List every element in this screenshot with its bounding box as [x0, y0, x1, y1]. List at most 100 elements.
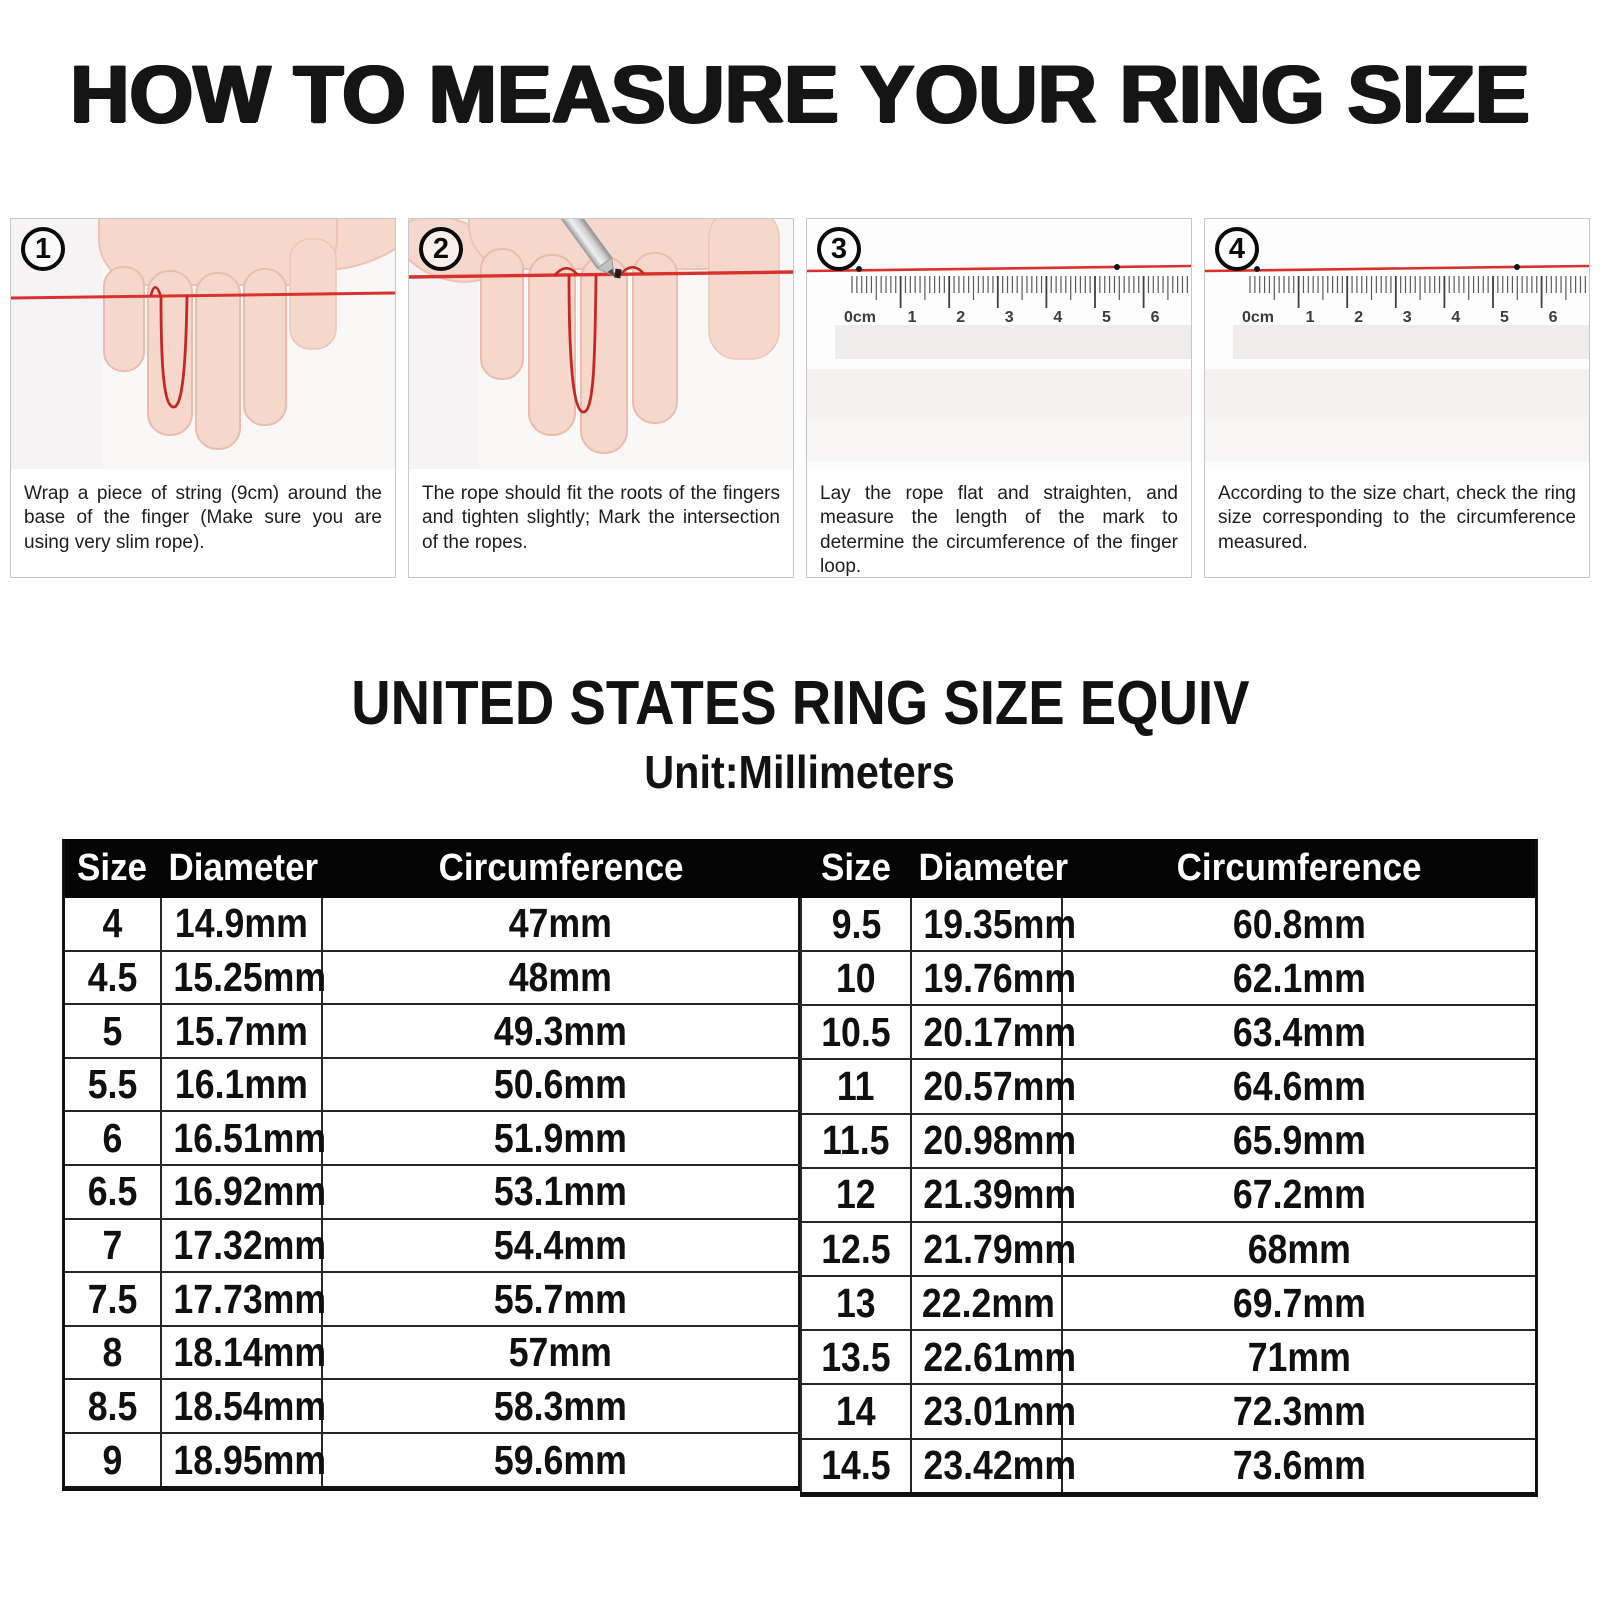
- circumference-cell: 48mm: [321, 949, 800, 1006]
- size-cell: 13: [799, 1275, 913, 1332]
- marker-pen-icon: [528, 219, 615, 277]
- table-row: 7 17.32mm 54.4mm: [62, 1217, 800, 1274]
- size-cell: 13.5: [799, 1329, 913, 1386]
- step-4-caption: According to the size chart, check the r…: [1218, 483, 1576, 553]
- circumference-cell: 72.3mm: [1061, 1383, 1538, 1440]
- table-row: 4 14.9mm 47mm: [62, 896, 800, 952]
- col-header-size: Size: [799, 839, 913, 898]
- circumference-cell: 68mm: [1061, 1220, 1538, 1278]
- hand-with-pen-illustration: [409, 219, 793, 469]
- circumference-cell: 47mm: [321, 896, 800, 952]
- table-row: 4.5 15.25mm 48mm: [62, 949, 800, 1006]
- size-cell: 9: [62, 1432, 162, 1490]
- step-card-2: 2 The rope should fit the roots of the f…: [408, 218, 794, 578]
- diameter-cell: 16.1mm: [159, 1056, 324, 1113]
- svg-text:2: 2: [1354, 309, 1363, 326]
- diameter-cell: 22.2mm: [910, 1275, 1064, 1332]
- table-row: 13.5 22.61mm 71mm: [799, 1329, 1538, 1386]
- step-4-photo: 0cm 1 2 3 4 5 6 4: [1205, 219, 1589, 469]
- table-row: 11.5 20.98mm 65.9mm: [799, 1112, 1538, 1169]
- diameter-cell: 20.57mm: [910, 1058, 1076, 1115]
- header-row: Size Diameter Circumference: [62, 839, 800, 898]
- size-cell: 7.5: [62, 1271, 162, 1327]
- step-number-badge: 1: [21, 227, 65, 271]
- table-row: 8.5 18.54mm 58.3mm: [62, 1378, 800, 1435]
- size-cell: 11: [799, 1058, 913, 1115]
- svg-text:1: 1: [1306, 309, 1315, 326]
- circumference-cell: 53.1mm: [321, 1164, 800, 1220]
- diameter-cell: 18.54mm: [159, 1378, 326, 1435]
- size-table-right: Size Diameter Circumference 9.5 19.35mm 60…: [799, 839, 1538, 1497]
- size-cell: 10: [799, 950, 913, 1007]
- step-number: 4: [1228, 232, 1246, 265]
- circumference-cell: 71mm: [1061, 1329, 1538, 1386]
- col-header-circumference: Circumference: [321, 839, 800, 898]
- step-1-photo: 1: [11, 219, 395, 469]
- step-card-3: 0cm 1 2 3 4 5 6 3 Lay the rope flat and straig…: [806, 218, 1192, 578]
- table-row: 10.5 20.17mm 63.4mm: [799, 1004, 1538, 1061]
- size-chart-title: UNITED STATES RING SIZE EQUIV: [350, 669, 1250, 738]
- page-title: HOW TO MEASURE YOUR RING SIZE: [70, 49, 1530, 140]
- diameter-cell: 23.01mm: [910, 1383, 1076, 1440]
- table-row: 12.5 21.79mm 68mm: [799, 1220, 1538, 1278]
- size-cell: 4.5: [62, 949, 162, 1006]
- size-cell: 5.5: [62, 1056, 162, 1113]
- svg-text:4: 4: [1451, 309, 1460, 326]
- col-header-size: Size: [62, 839, 162, 898]
- diameter-cell: 19.76mm: [910, 950, 1076, 1007]
- diameter-cell: 15.7mm: [159, 1003, 324, 1059]
- diameter-cell: 23.42mm: [910, 1437, 1076, 1496]
- table-row: 7.5 17.73mm 55.7mm: [62, 1271, 800, 1327]
- size-cell: 6.5: [62, 1164, 162, 1220]
- table-row: 13 22.2mm 69.7mm: [799, 1275, 1538, 1332]
- step-2-photo: 2: [409, 219, 793, 469]
- svg-text:6: 6: [1549, 309, 1558, 326]
- circumference-cell: 60.8mm: [1061, 895, 1538, 953]
- table-row: 9.5 19.35mm 60.8mm: [799, 895, 1538, 953]
- step-number: 1: [34, 232, 52, 265]
- col-header-diameter: Diameter: [159, 839, 324, 898]
- col-header-circumference: Circumference: [1061, 839, 1538, 898]
- svg-text:5: 5: [1500, 309, 1509, 326]
- circumference-cell: 64.6mm: [1061, 1058, 1538, 1115]
- diameter-cell: 17.73mm: [159, 1271, 326, 1327]
- ruler-size-check-illustration: 0cm 1 2 3 4 5 6: [1205, 219, 1589, 469]
- step-number-badge: 4: [1215, 227, 1259, 271]
- circumference-cell: 55.7mm: [321, 1271, 800, 1327]
- table-row: 9 18.95mm 59.6mm: [62, 1432, 800, 1490]
- svg-text:0cm: 0cm: [1242, 309, 1274, 326]
- size-cell: 12.5: [799, 1220, 913, 1278]
- svg-text:6: 6: [1151, 309, 1160, 326]
- size-cell: 4: [62, 896, 162, 952]
- table-row: 5 15.7mm 49.3mm: [62, 1003, 800, 1059]
- circumference-cell: 54.4mm: [321, 1217, 800, 1274]
- diameter-cell: 19.35mm: [910, 895, 1076, 953]
- circumference-cell: 51.9mm: [321, 1110, 800, 1167]
- size-cell: 14: [799, 1383, 913, 1440]
- steps-row: 1 Wrap a piece of string (9cm) around th…: [0, 218, 1600, 578]
- circumference-cell: 73.6mm: [1061, 1437, 1538, 1496]
- table-row: 12 21.39mm 67.2mm: [799, 1166, 1538, 1223]
- svg-text:2: 2: [956, 309, 965, 326]
- circumference-cell: 69.7mm: [1061, 1275, 1538, 1332]
- step-number-badge: 3: [817, 227, 861, 271]
- diameter-cell: 15.25mm: [159, 949, 326, 1006]
- svg-text:4: 4: [1053, 309, 1062, 326]
- col-header-diameter: Diameter: [910, 839, 1068, 898]
- diameter-cell: 14.9mm: [159, 896, 324, 952]
- diameter-cell: 20.98mm: [910, 1112, 1076, 1169]
- table-row: 11 20.57mm 64.6mm: [799, 1058, 1538, 1115]
- circumference-cell: 63.4mm: [1061, 1004, 1538, 1061]
- size-cell: 5: [62, 1003, 162, 1059]
- diameter-cell: 18.95mm: [159, 1432, 326, 1490]
- table-row: 6.5 16.92mm 53.1mm: [62, 1164, 800, 1220]
- size-chart-subtitle: Unit:Millimeters: [644, 746, 956, 798]
- hand-with-string-illustration: [11, 219, 395, 469]
- size-cell: 8.5: [62, 1378, 162, 1435]
- header-row: Size Diameter Circumference: [799, 839, 1538, 898]
- size-chart-table: Size Diameter Circumference 4 14.9mm 47mm 4…: [62, 839, 1538, 1497]
- circumference-cell: 65.9mm: [1061, 1112, 1538, 1169]
- circumference-cell: 62.1mm: [1061, 950, 1538, 1007]
- circumference-cell: 58.3mm: [321, 1378, 800, 1435]
